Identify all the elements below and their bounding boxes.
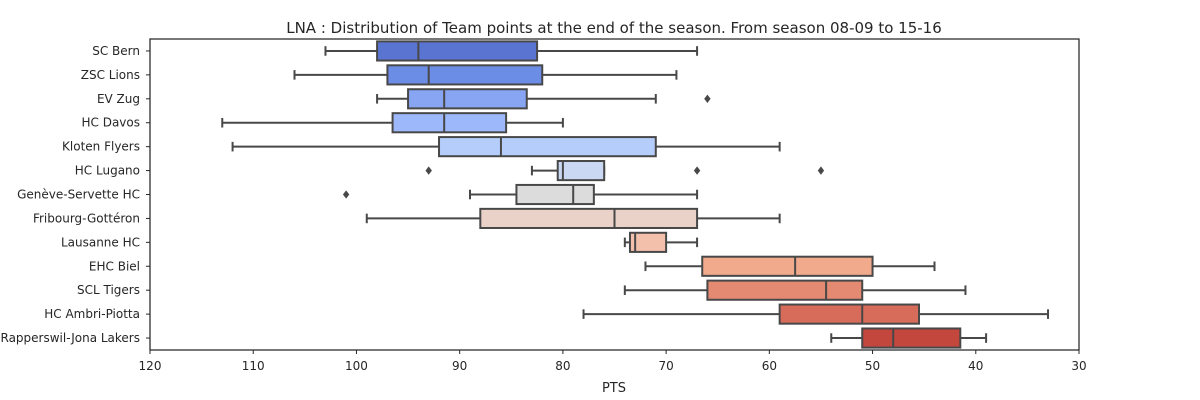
box-rect — [376, 40, 539, 62]
boxes-layer — [221, 40, 1050, 349]
box-rect — [701, 255, 874, 277]
box-rect — [778, 303, 921, 325]
category-label: Rapperswil-Jona Lakers — [1, 331, 141, 345]
category-label: Lausanne HC — [61, 235, 140, 249]
category-label: SC Bern — [92, 44, 140, 58]
x-tick-label: 80 — [555, 359, 570, 373]
x-tick-label: 90 — [452, 359, 467, 373]
box-9 — [644, 255, 936, 277]
category-labels: SC Bern ZSC Lions EV Zug HC Davos Kloten Fly… — [1, 44, 150, 345]
box-8 — [623, 231, 699, 253]
box-1 — [293, 64, 678, 86]
box-rect — [391, 112, 508, 134]
box-rect — [706, 279, 864, 301]
box-6 — [342, 183, 699, 206]
box-rect — [386, 64, 544, 86]
box-7 — [365, 207, 781, 229]
x-tick-label: 60 — [762, 359, 777, 373]
category-label: Kloten Flyers — [62, 140, 140, 154]
category-label: HC Lugano — [75, 164, 140, 178]
outlier-point — [425, 166, 432, 175]
x-tick-label: 40 — [968, 359, 983, 373]
outlier-point — [817, 166, 825, 175]
category-label: ZSC Lions — [81, 68, 140, 82]
category-label: SCL Tigers — [77, 283, 140, 297]
category-label: EHC Biel — [89, 259, 140, 273]
category-label: EV Zug — [97, 92, 140, 106]
category-label: HC Davos — [81, 116, 140, 130]
box-10 — [623, 279, 967, 301]
x-tick-label: 30 — [1071, 359, 1086, 373]
box-rect — [556, 160, 606, 182]
box-rect — [628, 231, 668, 253]
box-11 — [582, 303, 1050, 325]
box-rect — [515, 183, 595, 206]
box-0 — [324, 40, 699, 62]
box-2 — [376, 88, 711, 110]
box-5 — [425, 160, 825, 182]
outlier-point — [693, 166, 701, 175]
x-axis-ticks: 120 110 100 90 80 70 60 50 40 30 — [139, 350, 1087, 373]
outlier-point — [704, 94, 711, 103]
box-rect — [479, 207, 699, 229]
plot-frame — [149, 38, 1080, 351]
x-axis-label: PTS — [602, 381, 626, 396]
box-rect — [861, 327, 962, 349]
chart-title: LNA : Distribution of Team points at the… — [286, 19, 942, 37]
box-rect — [407, 88, 528, 110]
box-4 — [231, 136, 781, 158]
box-3 — [221, 112, 564, 134]
x-tick-label: 50 — [865, 359, 880, 373]
box-12 — [830, 327, 988, 349]
category-label: Fribourg-Gottéron — [33, 211, 140, 225]
x-tick-label: 120 — [139, 359, 162, 373]
category-label: Genève-Servette HC — [17, 188, 140, 202]
x-tick-label: 110 — [242, 359, 265, 373]
box-rect — [438, 136, 657, 158]
x-tick-label: 70 — [658, 359, 673, 373]
outlier-point — [342, 190, 350, 199]
x-tick-label: 100 — [345, 359, 368, 373]
category-label: HC Ambri-Piotta — [44, 307, 140, 321]
